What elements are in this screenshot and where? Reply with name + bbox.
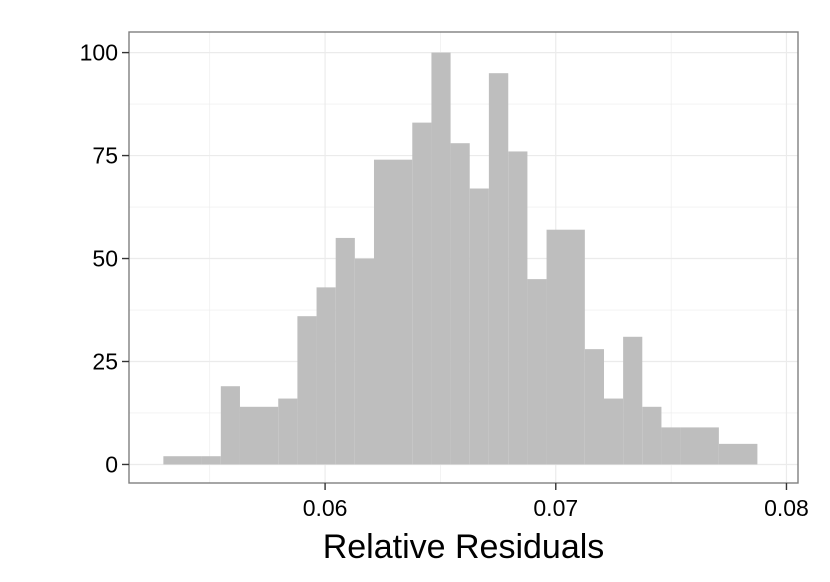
histogram-bar [335,237,355,465]
y-tick-label: 25 [92,348,118,374]
x-tick-label: 0.07 [533,495,578,521]
histogram-bar [623,336,643,465]
histogram-bar [718,443,758,465]
histogram-bar [469,188,489,465]
histogram-bar [316,287,336,465]
x-axis-title: Relative Residuals [323,528,605,566]
histogram-bar [201,456,221,465]
x-tick-label: 0.06 [303,495,348,521]
histogram-bar [239,406,279,465]
histogram-bar [373,159,413,465]
panel-border [128,31,799,484]
y-tick-label: 100 [80,40,118,66]
histogram-bar [642,406,662,465]
histogram-bar [412,122,432,465]
histogram-bar [584,349,604,465]
histogram-bar [603,398,624,465]
histogram-bar [354,258,374,465]
histogram-bar [508,151,528,465]
histogram-bar [450,143,470,465]
histogram-bar [297,316,317,465]
y-tick-label: 50 [92,246,118,272]
histogram-bar [220,386,240,465]
y-tick-label: 0 [105,451,118,477]
axes: 0 25 50 75 100 0.06 0.07 0.08 [80,40,809,521]
histogram-bar [278,398,298,465]
histogram-bar [431,52,451,465]
y-tick-label: 75 [92,143,118,169]
histogram-bar [546,229,585,465]
histogram-bar [527,279,547,465]
histogram-bar [680,427,719,465]
histogram-bar [661,427,681,465]
histogram-bar [163,456,202,465]
histogram-bars [163,52,758,465]
histogram-bar [488,73,509,465]
x-tick-label: 0.08 [764,495,809,521]
